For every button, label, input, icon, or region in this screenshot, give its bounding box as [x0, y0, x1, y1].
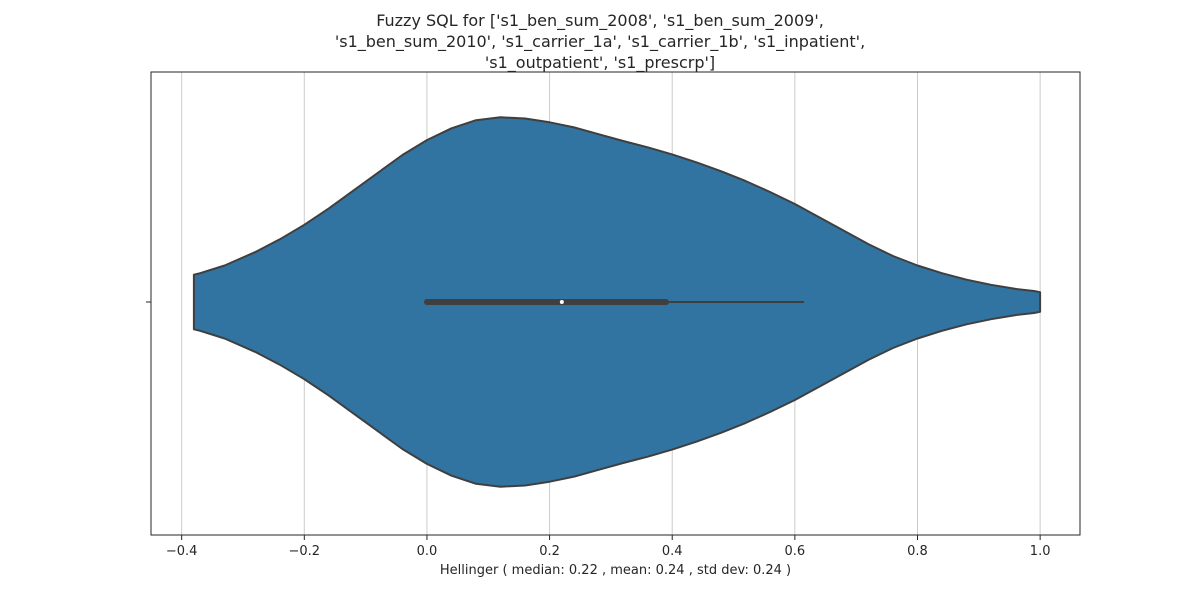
x-tick-label: 0.2: [539, 544, 560, 559]
x-tick-label: 0.0: [417, 544, 438, 559]
x-tick-label: 0.6: [785, 544, 806, 559]
x-tick-label: −0.4: [166, 544, 198, 559]
x-ticks: −0.4 −0.2 0.0 0.2 0.4 0.6 0.8 1.0: [166, 535, 1051, 559]
chart-title: Fuzzy SQL for ['s1_ben_sum_2008', 's1_be…: [335, 11, 865, 73]
violin-group: [192, 116, 1042, 488]
x-axis-label: Hellinger ( median: 0.22 , mean: 0.24 , …: [440, 563, 791, 578]
x-tick-label: 1.0: [1030, 544, 1051, 559]
violin-median-point: [559, 300, 564, 304]
x-tick-label: −0.2: [289, 544, 321, 559]
x-tick-label: 0.4: [662, 544, 683, 559]
chart-title-line: 's1_ben_sum_2010', 's1_carrier_1a', 's1_…: [335, 32, 865, 52]
x-tick-label: 0.8: [907, 544, 928, 559]
chart-title-line: 's1_outpatient', 's1_prescrp']: [485, 53, 715, 73]
chart-title-line: Fuzzy SQL for ['s1_ben_sum_2008', 's1_be…: [376, 11, 824, 31]
plot-frame: [150, 71, 1081, 536]
